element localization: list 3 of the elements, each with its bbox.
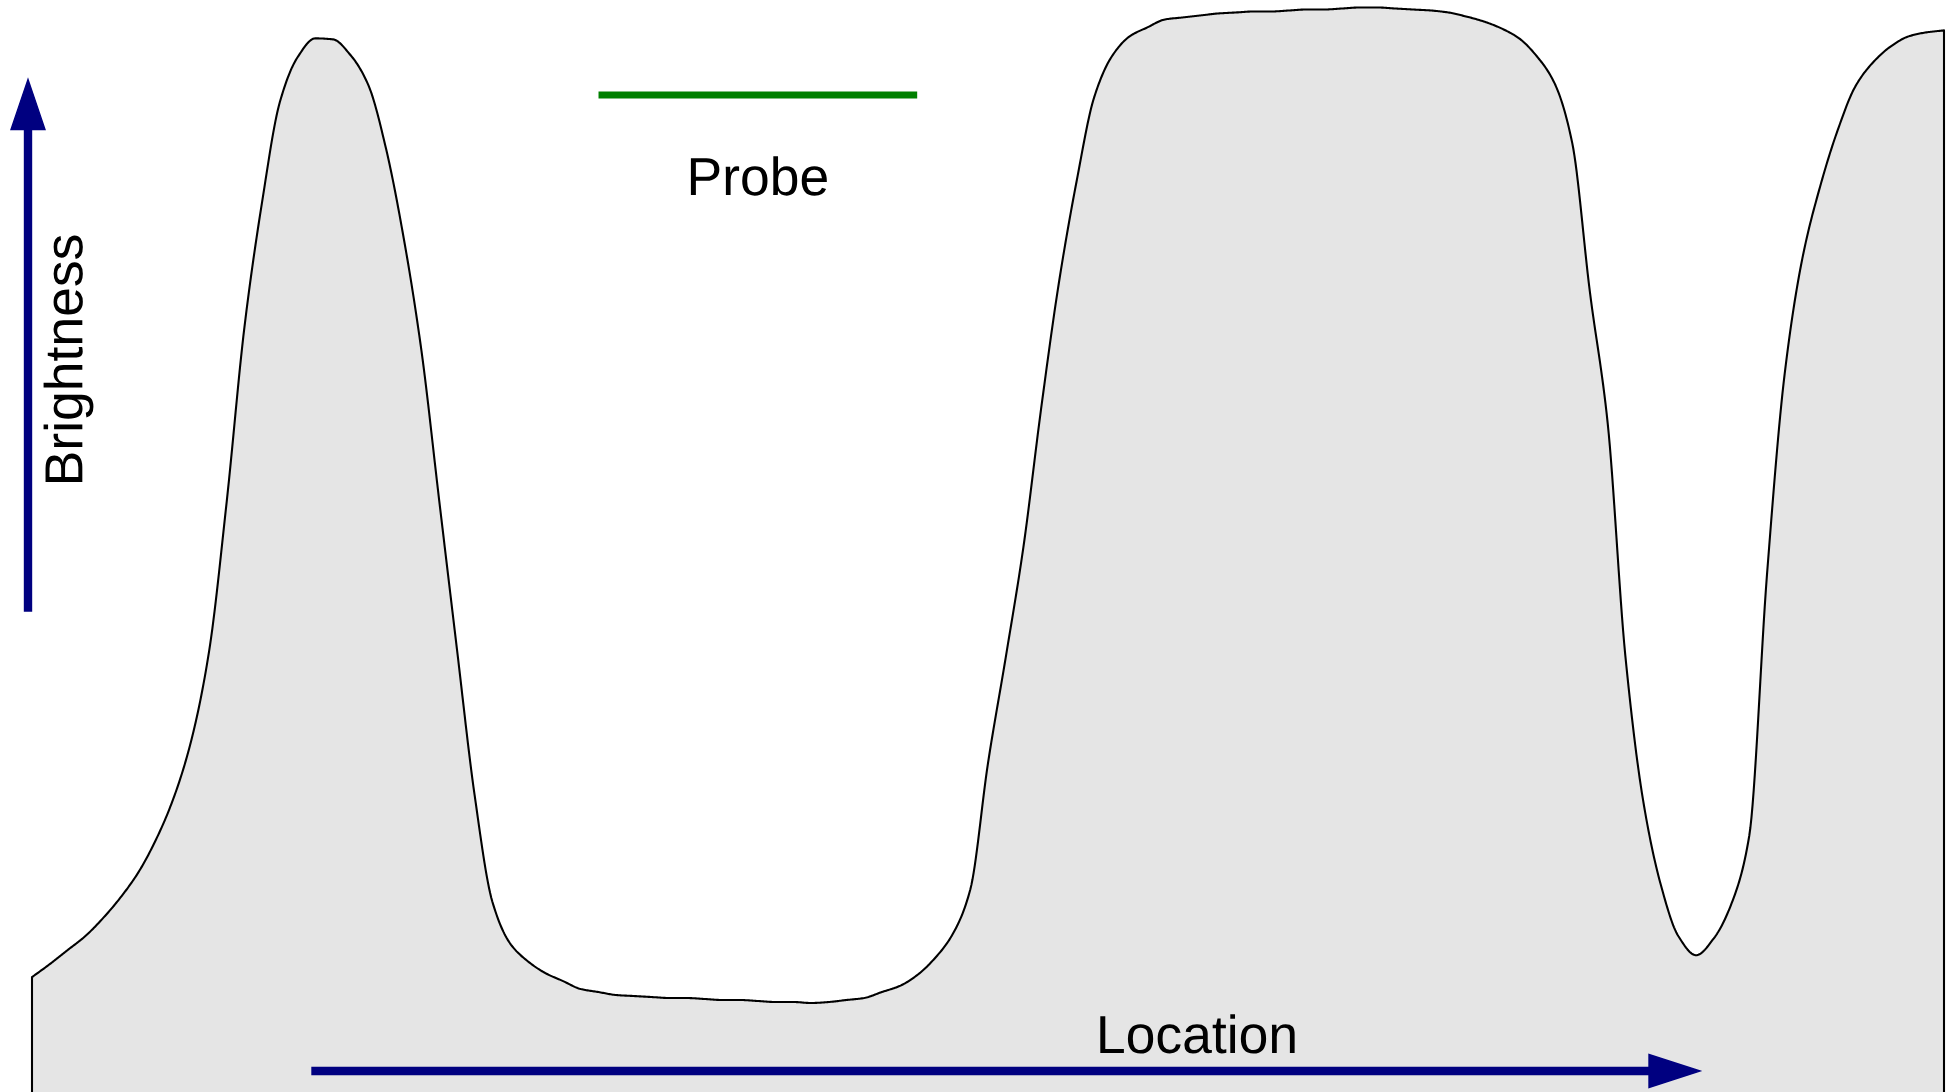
x-axis-title: Location (1100, 1014, 1295, 1054)
series-label: Probe (690, 156, 827, 196)
y-axis-title: Brightness (43, 235, 94, 482)
